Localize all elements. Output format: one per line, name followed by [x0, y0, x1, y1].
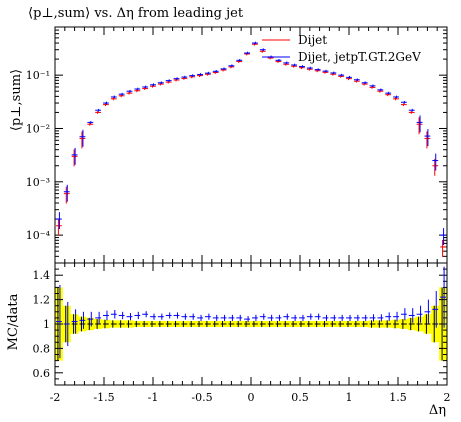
x-tick-label: 0.5 [291, 391, 309, 404]
x-tick-label: -1 [148, 391, 159, 404]
x-axis-label: Δη [429, 403, 446, 418]
ratio-y-axis-label: MC/data [6, 293, 21, 350]
ratio-axis-ticks: 0.6 0.8 1 1.2 1.4 -2 -1.5 -1 -0.5 0 0.5 1 1.5 2 [33, 262, 451, 404]
x-tick-label: 1.5 [389, 391, 407, 404]
ratio-y-tick-label: 0.8 [33, 342, 51, 355]
ratio-data-marks [56, 266, 446, 361]
ratio-panel: 0.6 0.8 1 1.2 1.4 -2 -1.5 -1 -0.5 0 0.5 1 1.5 2 MC/da… [6, 262, 451, 418]
ratio-y-tick-label: 1.4 [33, 269, 51, 282]
legend-label-dijet-jetpt: Dijet, jetpT.GT.2GeV [298, 50, 421, 64]
x-tick-label: -1.5 [93, 391, 114, 404]
y-tick-label: 10⁻³ [26, 176, 50, 189]
main-data-marks [56, 41, 446, 257]
x-tick-label: 1 [346, 391, 353, 404]
main-axis-ticks: 10⁻⁴ 10⁻³ 10⁻² 10⁻¹ [26, 26, 448, 264]
ratio-y-tick-label: 0.6 [33, 367, 51, 380]
uncertainty-band [55, 287, 447, 361]
legend: Dijet Dijet, jetpT.GT.2GeV [262, 33, 421, 64]
x-tick-label: 0 [248, 391, 255, 404]
ratio-y-tick-label: 1.2 [33, 294, 51, 307]
ratio-uncertainty-band [55, 287, 447, 361]
main-y-axis-label: ⟨p⊥,sum⟩ [9, 69, 24, 131]
chart-title: ⟨p⊥,sum⟩ vs. Δη from leading jet [28, 6, 244, 21]
ratio-y-tick-label: 1 [43, 318, 50, 331]
x-tick-label: 2 [444, 391, 451, 404]
main-panel: 10⁻⁴ 10⁻³ 10⁻² 10⁻¹ ⟨p⊥,sum⟩ [9, 26, 448, 264]
x-tick-label: -0.5 [191, 391, 212, 404]
y-tick-label: 10⁻¹ [26, 69, 50, 82]
y-tick-label: 10⁻⁴ [26, 229, 51, 242]
x-tick-label: -2 [50, 391, 61, 404]
y-tick-label: 10⁻² [26, 122, 50, 135]
legend-label-dijet: Dijet [298, 33, 327, 47]
